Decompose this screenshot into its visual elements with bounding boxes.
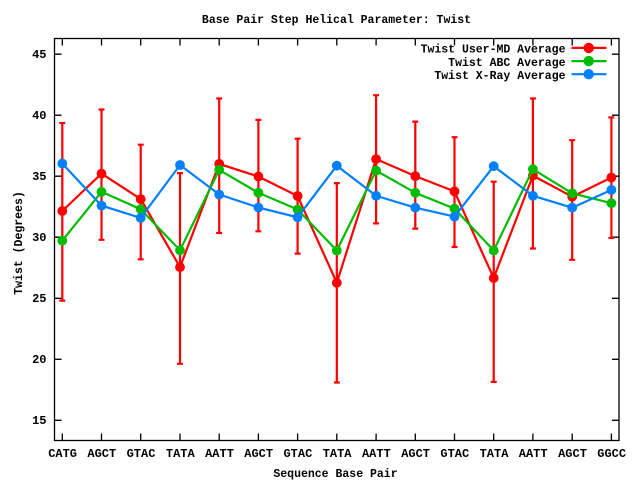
svg-text:15: 15 (32, 414, 46, 428)
svg-text:GGCC: GGCC (597, 447, 626, 461)
svg-text:TATA: TATA (480, 447, 510, 461)
svg-text:45: 45 (32, 48, 46, 62)
svg-text:20: 20 (32, 353, 46, 367)
svg-text:Twist User-MD Average: Twist User-MD Average (421, 44, 566, 57)
svg-text:40: 40 (32, 109, 46, 123)
svg-text:AATT: AATT (362, 447, 391, 461)
svg-text:TATA: TATA (166, 447, 196, 461)
svg-text:AATT: AATT (205, 447, 234, 461)
svg-text:AGCT: AGCT (558, 447, 587, 461)
svg-text:GTAC: GTAC (283, 447, 312, 461)
svg-text:30: 30 (32, 231, 46, 245)
svg-text:Sequence Base Pair: Sequence Base Pair (273, 468, 397, 480)
svg-text:TATA: TATA (323, 447, 353, 461)
svg-text:AGCT: AGCT (87, 447, 116, 461)
svg-text:Base Pair Step Helical Paramet: Base Pair Step Helical Parameter: Twist (202, 14, 471, 27)
svg-text:Twist ABC Average: Twist ABC Average (448, 57, 565, 70)
svg-text:AGCT: AGCT (244, 447, 273, 461)
svg-text:25: 25 (32, 292, 46, 306)
svg-text:Twist (Degrees): Twist (Degrees) (13, 191, 26, 295)
svg-text:GTAC: GTAC (127, 447, 156, 461)
svg-text:AATT: AATT (519, 447, 548, 461)
svg-text:35: 35 (32, 170, 46, 184)
svg-text:AGCT: AGCT (401, 447, 430, 461)
svg-text:GTAC: GTAC (440, 447, 469, 461)
svg-text:CATG: CATG (48, 447, 77, 461)
svg-text:Twist X-Ray Average: Twist X-Ray Average (434, 70, 565, 83)
